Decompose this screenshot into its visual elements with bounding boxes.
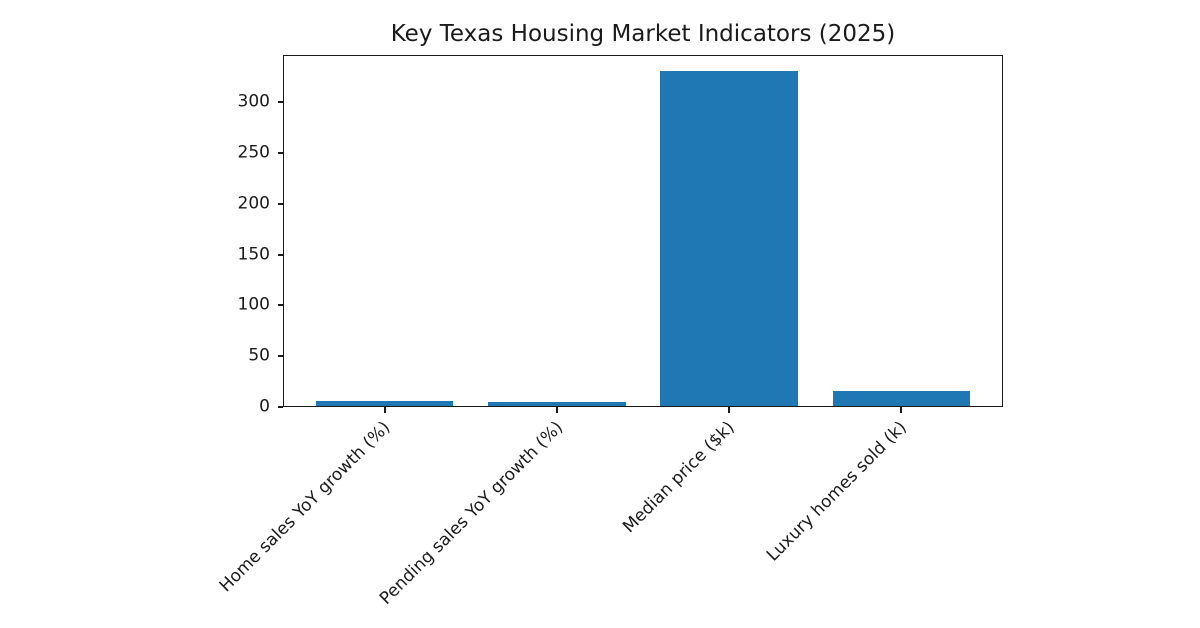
y-tick-label: 200 [237, 193, 270, 214]
y-tick-mark [278, 253, 283, 256]
x-tick-label: Pending sales YoY growth (%) [375, 417, 567, 609]
chart-title: Key Texas Housing Market Indicators (202… [390, 21, 896, 47]
y-tick-label: 50 [248, 345, 270, 366]
y-tick-label: 250 [237, 142, 270, 163]
y-tick-label: 0 [259, 396, 270, 417]
y-tick-mark [278, 304, 283, 307]
y-tick-mark [278, 202, 283, 205]
y-tick-label: 100 [237, 294, 270, 315]
y-tick-label: 150 [237, 244, 270, 265]
y-tick-label: 300 [237, 91, 270, 112]
y-tick-mark [278, 406, 283, 408]
x-tick-mark [383, 407, 386, 413]
x-tick-mark [555, 407, 558, 413]
y-tick-mark [278, 355, 283, 358]
x-tick-label: Median price ($k) [619, 417, 739, 537]
bar [832, 390, 971, 406]
x-tick-label: Home sales YoY growth (%) [215, 417, 395, 597]
x-tick-label: Luxury homes sold (k) [763, 417, 912, 566]
x-tick-mark [900, 407, 903, 413]
plot-area [283, 55, 1003, 407]
bar [488, 401, 626, 406]
x-tick-mark [728, 407, 731, 413]
bar [315, 400, 454, 406]
y-tick-mark [278, 101, 283, 104]
y-tick-mark [278, 152, 283, 154]
bar [660, 70, 798, 406]
